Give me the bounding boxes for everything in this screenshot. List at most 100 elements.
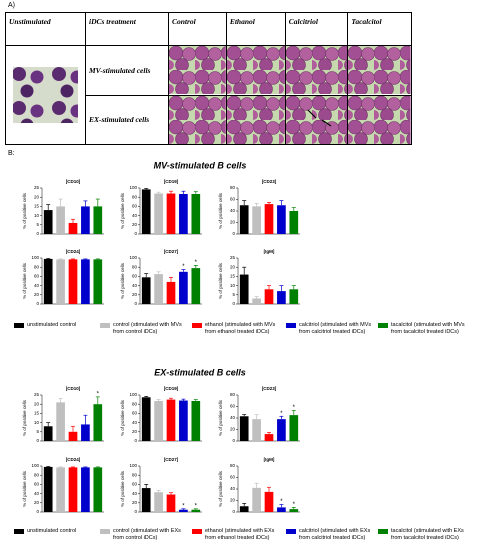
y-axis-label: % of positive cells bbox=[120, 470, 125, 507]
y-tick-label: 20 bbox=[34, 194, 40, 199]
y-tick-label: 0 bbox=[134, 301, 137, 306]
bar bbox=[264, 434, 274, 441]
y-tick-label: 20 bbox=[230, 427, 236, 432]
y-tick-label: 5 bbox=[36, 429, 39, 434]
y-axis-label: % of positive cells bbox=[22, 192, 27, 229]
legend-label: calcitriol (stimulated with MVs from cal… bbox=[299, 322, 372, 335]
row-label: MV-stimulated cells bbox=[85, 45, 169, 96]
y-tick-label: 20 bbox=[132, 222, 138, 227]
bar bbox=[81, 206, 90, 234]
bar bbox=[81, 259, 90, 304]
bar bbox=[56, 259, 65, 304]
treatment-table: Unstimulated iDCs treatment Control Etha… bbox=[5, 12, 412, 145]
micrograph bbox=[169, 95, 226, 144]
chart-title: [CD24] bbox=[66, 457, 81, 462]
bar bbox=[166, 399, 176, 441]
y-tick-label: 0 bbox=[232, 231, 235, 236]
panel-label: A) bbox=[8, 2, 15, 9]
bar bbox=[56, 467, 65, 512]
bar bbox=[141, 488, 151, 512]
legend-swatch bbox=[378, 323, 388, 328]
y-tick-label: 80 bbox=[230, 463, 236, 468]
y-tick-label: 15 bbox=[230, 274, 236, 279]
bar bbox=[81, 467, 90, 512]
y-tick-label: 40 bbox=[132, 491, 138, 496]
bar bbox=[93, 206, 103, 234]
y-axis-label: % of positive cells bbox=[120, 399, 125, 436]
bar bbox=[191, 268, 201, 304]
bar bbox=[252, 487, 261, 512]
bar bbox=[56, 402, 65, 441]
bar bbox=[191, 193, 201, 234]
bar bbox=[252, 298, 261, 304]
y-tick-label: 40 bbox=[230, 208, 236, 213]
bar bbox=[191, 400, 201, 441]
y-tick-label: 0 bbox=[36, 301, 39, 306]
section-title: MV-stimulated B cells bbox=[154, 160, 247, 170]
y-tick-label: 20 bbox=[230, 220, 236, 225]
chart-title: [CD10] bbox=[66, 386, 81, 391]
y-tick-label: 20 bbox=[230, 498, 236, 503]
chart-title: [CD19] bbox=[164, 386, 179, 391]
significance-mark: * bbox=[182, 503, 185, 509]
y-tick-label: 0 bbox=[134, 231, 137, 236]
bar bbox=[289, 509, 299, 512]
bar bbox=[277, 507, 286, 512]
y-axis-label: % of positive cells bbox=[218, 399, 223, 436]
image-cell bbox=[284, 94, 349, 145]
y-axis-label: % of positive cells bbox=[218, 262, 223, 299]
micrograph bbox=[285, 46, 348, 94]
bar bbox=[252, 419, 261, 441]
section-title: EX-stimulated B cells bbox=[154, 367, 246, 377]
bar bbox=[239, 274, 249, 304]
bar bbox=[166, 494, 176, 512]
y-axis-label: % of positive cells bbox=[22, 262, 27, 299]
bar bbox=[289, 289, 299, 304]
y-tick-label: 100 bbox=[129, 463, 137, 468]
significance-mark: * bbox=[182, 264, 185, 270]
bar bbox=[93, 467, 103, 512]
y-tick-label: 100 bbox=[31, 255, 39, 260]
micrograph bbox=[13, 67, 78, 123]
bar bbox=[239, 205, 249, 234]
y-tick-label: 60 bbox=[230, 475, 236, 480]
bar bbox=[43, 426, 53, 441]
legend-swatch bbox=[192, 323, 202, 328]
y-axis-label: % of positive cells bbox=[22, 470, 27, 507]
bar bbox=[289, 211, 299, 234]
y-tick-label: 0 bbox=[232, 509, 235, 514]
y-tick-label: 0 bbox=[232, 301, 235, 306]
bar bbox=[141, 397, 151, 441]
legend-swatch bbox=[286, 323, 296, 328]
y-tick-label: 0 bbox=[36, 509, 39, 514]
chart-title: [CD19] bbox=[164, 179, 179, 184]
y-axis-label: % of positive cells bbox=[22, 399, 27, 436]
legend-swatch bbox=[192, 529, 202, 534]
bar bbox=[239, 506, 249, 512]
significance-mark: * bbox=[97, 391, 100, 397]
significance-mark: * bbox=[195, 260, 198, 266]
bar bbox=[43, 210, 53, 234]
y-tick-label: 10 bbox=[230, 283, 236, 288]
bar bbox=[68, 467, 78, 512]
y-tick-label: 40 bbox=[230, 415, 236, 420]
y-tick-label: 25 bbox=[34, 185, 40, 190]
micrograph bbox=[348, 46, 411, 94]
bar bbox=[264, 204, 274, 234]
y-tick-label: 80 bbox=[132, 472, 138, 477]
image-cell bbox=[225, 45, 286, 96]
y-tick-label: 15 bbox=[34, 204, 40, 209]
micrograph bbox=[226, 46, 285, 94]
micrograph bbox=[285, 95, 348, 144]
bar bbox=[56, 206, 65, 234]
legend-label: unstimulated control bbox=[27, 322, 77, 328]
y-tick-label: 5 bbox=[36, 222, 39, 227]
y-tick-label: 0 bbox=[134, 509, 137, 514]
y-tick-label: 0 bbox=[134, 438, 137, 443]
chart-title: [CD27] bbox=[164, 457, 179, 462]
legend-swatch bbox=[14, 529, 24, 534]
header-cell: Tacalcitol bbox=[347, 12, 412, 46]
bar bbox=[191, 509, 201, 512]
y-tick-label: 25 bbox=[230, 255, 236, 260]
y-tick-label: 10 bbox=[34, 420, 40, 425]
